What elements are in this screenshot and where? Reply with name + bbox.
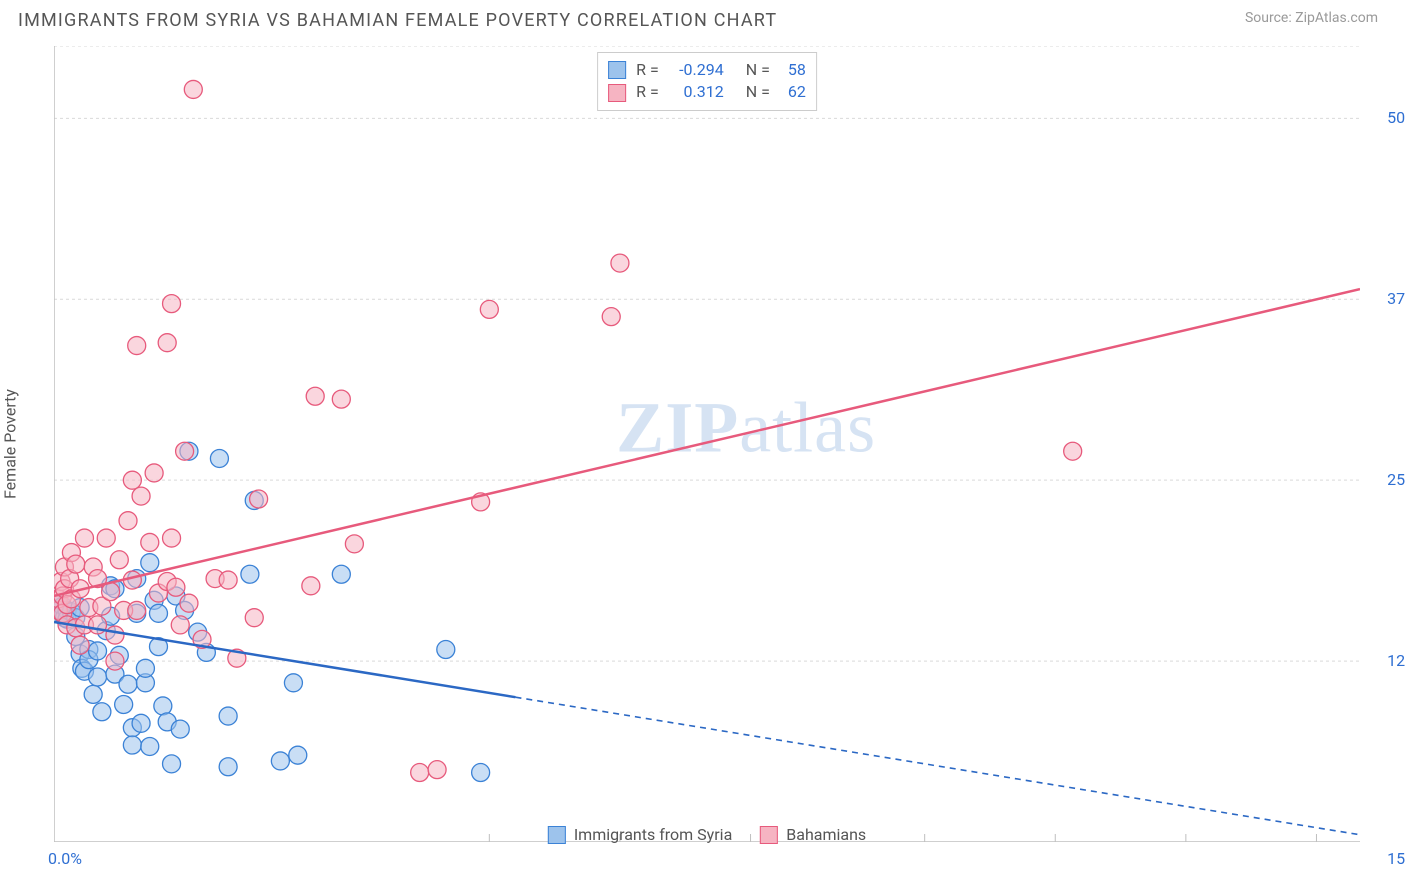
y-tick: 25.0% [1366, 470, 1406, 489]
n-value-2: 62 [780, 81, 806, 103]
y-tick: 50.0% [1366, 108, 1406, 127]
x-tick-max: 15.0% [1366, 849, 1406, 868]
n-label: N = [746, 81, 770, 103]
y-axis-label: Female Poverty [1, 389, 20, 499]
swatch-bahamian [608, 84, 626, 102]
n-label: N = [746, 59, 770, 81]
legend-item-syria: Immigrants from Syria [548, 825, 732, 844]
r-value-1: -0.294 [669, 59, 724, 81]
correlation-row-2: R = 0.312 N = 62 [608, 81, 806, 103]
swatch-syria [608, 61, 626, 79]
r-value-2: 0.312 [669, 81, 724, 103]
swatch-bahamian [760, 826, 778, 844]
r-label: R = [636, 59, 659, 81]
legend-label-bahamian: Bahamians [786, 825, 866, 844]
correlation-row-1: R = -0.294 N = 58 [608, 59, 806, 81]
r-label: R = [636, 81, 659, 103]
legend-label-syria: Immigrants from Syria [574, 825, 732, 844]
swatch-syria [548, 826, 566, 844]
correlation-legend: R = -0.294 N = 58 R = 0.312 N = 62 [597, 52, 817, 111]
series-legend: Immigrants from Syria Bahamians [548, 825, 866, 844]
chart-title: IMMIGRANTS FROM SYRIA VS BAHAMIAN FEMALE… [18, 10, 777, 31]
n-value-1: 58 [780, 59, 806, 81]
source-label: Source: ZipAtlas.com [1245, 10, 1378, 26]
chart-svg [54, 46, 1360, 842]
header-row: IMMIGRANTS FROM SYRIA VS BAHAMIAN FEMALE… [0, 0, 1406, 31]
y-tick: 12.5% [1366, 651, 1406, 670]
plot-area: Female Poverty ZIPatlas R = -0.294 N = 5… [54, 46, 1360, 842]
y-tick: 37.5% [1366, 289, 1406, 308]
legend-item-bahamian: Bahamians [760, 825, 866, 844]
x-tick-min: 0.0% [48, 849, 82, 868]
